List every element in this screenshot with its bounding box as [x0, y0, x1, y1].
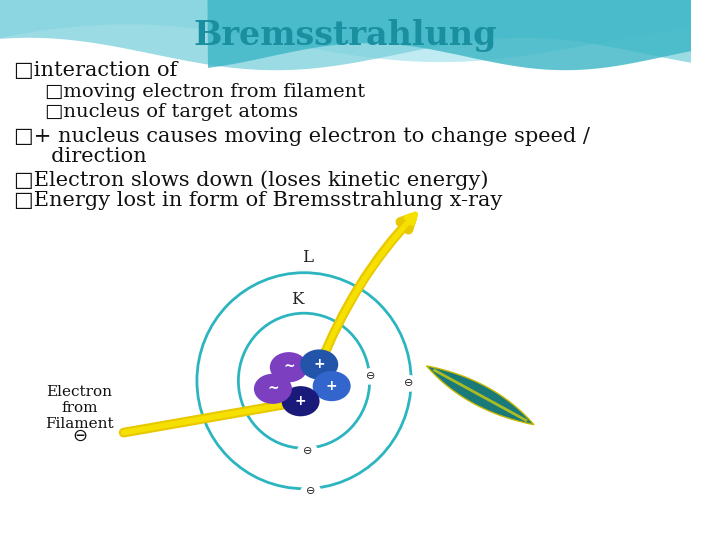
Text: □Electron slows down (loses kinetic energy): □Electron slows down (loses kinetic ener…	[14, 170, 488, 190]
Circle shape	[301, 484, 320, 499]
Text: □Energy lost in form of Bremsstrahlung x-ray: □Energy lost in form of Bremsstrahlung x…	[14, 191, 502, 211]
Text: ~: ~	[283, 360, 294, 374]
Circle shape	[271, 353, 307, 381]
Circle shape	[361, 369, 381, 384]
Text: □nucleus of target atoms: □nucleus of target atoms	[45, 103, 298, 121]
Circle shape	[301, 350, 337, 379]
Text: □+ nucleus causes moving electron to change speed /: □+ nucleus causes moving electron to cha…	[14, 126, 590, 146]
Text: direction: direction	[38, 147, 147, 166]
Text: □interaction of: □interaction of	[14, 60, 177, 80]
Circle shape	[255, 375, 291, 403]
Text: +: +	[313, 357, 325, 372]
Text: Electron
from
Filament: Electron from Filament	[45, 384, 114, 431]
Polygon shape	[0, 0, 691, 62]
Text: +: +	[326, 379, 338, 393]
Text: L: L	[302, 249, 313, 266]
Circle shape	[314, 372, 350, 400]
Text: Bremsstrahlung: Bremsstrahlung	[194, 18, 498, 52]
Text: K: K	[291, 291, 303, 308]
Polygon shape	[207, 0, 691, 70]
Text: ~: ~	[267, 382, 279, 396]
Text: ⊖: ⊖	[306, 487, 315, 496]
Text: +: +	[294, 394, 307, 408]
Circle shape	[283, 387, 318, 415]
Text: □moving electron from filament: □moving electron from filament	[45, 83, 365, 101]
Circle shape	[298, 443, 317, 458]
Text: ⊖: ⊖	[72, 427, 87, 445]
Polygon shape	[0, 0, 691, 70]
Text: ⊖: ⊖	[366, 372, 376, 381]
Text: ⊖: ⊖	[405, 379, 414, 388]
Text: ⊖: ⊖	[303, 446, 312, 456]
Polygon shape	[426, 366, 534, 424]
Circle shape	[400, 376, 419, 391]
